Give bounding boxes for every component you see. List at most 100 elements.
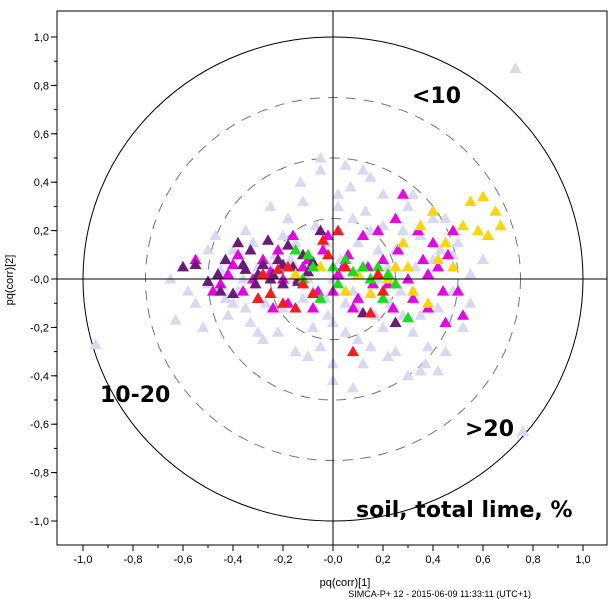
point-marker [307,287,319,299]
annotation-lt10: <10 [412,84,461,109]
y-tick-label: -0,6 [30,419,49,431]
x-axis-label: pq(corr)[1] [320,577,371,589]
point-marker [489,205,502,216]
point-marker [397,224,409,236]
point-marker [202,275,214,286]
point-marker [257,268,269,279]
point-marker [244,316,257,328]
point-marker [314,152,327,163]
point-marker [407,285,419,296]
point-marker [402,273,414,284]
point-marker [419,357,432,369]
point-marker [267,302,279,313]
point-marker [222,309,234,320]
point-marker [364,273,377,284]
point-marker [277,297,289,308]
point-marker [189,297,202,308]
point-marker [289,345,302,357]
point-marker [392,243,404,255]
point-marker [314,164,327,175]
point-marker [339,253,352,265]
point-marker [247,236,259,248]
point-marker [394,285,407,296]
point-marker [357,260,369,272]
point-marker [407,188,419,199]
point-marker [237,273,249,284]
point-marker [377,321,389,332]
x-tick-label: -0,4 [224,554,243,566]
x-tick-label: 0,4 [425,554,440,566]
point-marker [377,292,389,303]
point-marker [317,234,329,245]
point-marker [422,340,434,352]
x-tick-label: -0,0 [324,554,343,566]
point-marker [347,381,359,393]
point-marker [259,297,272,308]
x-tick-label: 0,6 [475,554,490,566]
point-marker [427,205,439,216]
point-marker [282,212,294,223]
point-marker [212,268,224,279]
point-marker [289,268,302,279]
point-marker [364,287,377,299]
point-marker [344,181,357,192]
point-marker [239,224,252,236]
point-marker [509,62,522,73]
point-marker [189,258,202,269]
point-marker [287,229,299,240]
point-marker [339,260,352,272]
x-tick-label: -0,6 [174,554,193,566]
point-marker [382,350,394,361]
point-marker [432,302,444,313]
point-marker [357,357,369,369]
point-marker [372,260,384,272]
point-marker [402,369,414,381]
point-marker [439,316,452,328]
point-marker [389,316,402,328]
point-marker [452,236,464,248]
point-marker [387,302,399,313]
point-marker [372,243,384,255]
point-marker [402,260,414,272]
point-marker [252,292,264,303]
point-marker [244,243,257,255]
y-tick-label: -0,0 [30,274,49,286]
y-tick-label: -0,2 [30,322,49,334]
ticks-layer: -1,0 -0,8 -0,6 -0,4 -0,2 -0,0 0,2 0,4 0,6 0,8 1,0 1… [30,32,591,566]
point-marker [297,260,309,272]
point-marker [447,224,459,236]
y-tick-label: 0,2 [34,226,49,238]
y-tick-label: -0,4 [30,371,49,383]
point-marker [377,188,389,199]
point-marker [289,243,302,255]
point-marker [352,292,364,303]
point-marker [252,326,264,337]
point-marker [297,195,309,207]
point-marker [372,268,384,279]
point-marker [432,260,444,272]
point-marker [364,340,377,352]
point-marker [439,236,452,248]
point-marker [357,164,369,175]
x-tick-label: 0,8 [525,554,540,566]
point-marker [272,243,284,255]
point-marker [389,345,402,357]
point-marker [317,243,329,255]
point-marker [352,236,364,248]
point-marker [389,212,402,223]
point-marker [227,258,239,269]
point-marker [482,229,494,240]
point-marker [397,236,409,248]
point-marker [389,260,402,272]
point-marker [177,260,189,272]
point-marker [237,285,249,296]
x-tick-label: -0,8 [124,554,143,566]
point-marker [382,268,394,279]
point-marker [332,224,344,236]
point-marker [294,176,307,187]
y-axis-label: pq(corr)[2] [4,255,16,306]
point-marker [439,212,452,223]
point-marker [377,219,389,231]
point-marker [339,159,352,170]
